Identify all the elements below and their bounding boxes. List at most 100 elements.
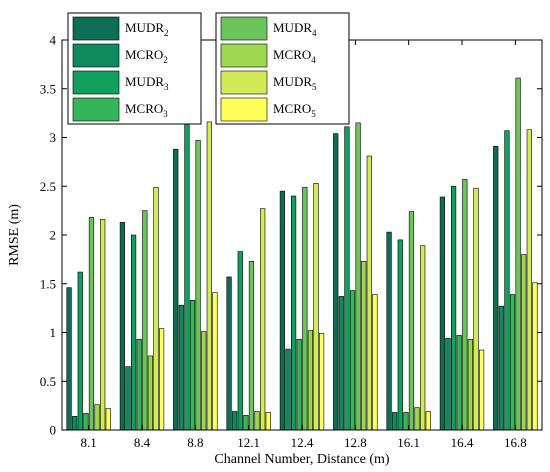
bar-mcro2-16.1 (392, 412, 398, 431)
bar-mudr5-12.4 (313, 183, 319, 431)
bar-mudr3-16.8 (504, 130, 510, 431)
bar-mcro3-8.8 (189, 300, 196, 431)
x-tick-label: 16.4 (451, 435, 474, 450)
bar-mcro5-16.4 (478, 349, 485, 431)
bar-mudr5-16.8 (526, 129, 532, 431)
legend-swatch-mcro3 (72, 97, 120, 122)
bar-mcro3-8.4 (136, 339, 142, 431)
bar-mudr4-12.4 (302, 186, 308, 431)
bar-mudr5-12.1 (260, 208, 266, 431)
bar-mcro4-12.1 (254, 411, 260, 431)
y-tick-label: 3.5 (40, 81, 56, 96)
bar-mudr3-12.4 (290, 195, 297, 431)
bar-mcro5-8.1 (105, 408, 111, 431)
y-tick-label: 1 (50, 325, 57, 340)
bar-mcro4-16.8 (521, 254, 527, 431)
bar-mudr2-8.8 (173, 148, 179, 431)
bar-mudr2-16.4 (439, 196, 446, 431)
bar-mcro5-12.1 (265, 412, 271, 431)
x-tick-label: 16.8 (504, 435, 527, 450)
legend-label-mudr2: MUDR2 (125, 20, 169, 38)
x-tick-label: 8.4 (134, 435, 151, 450)
bar-mcro3-12.1 (243, 415, 249, 431)
bar-mcro4-12.8 (361, 261, 367, 431)
legend-label-mudr4: MUDR4 (273, 20, 317, 38)
bar-mudr4-8.4 (142, 210, 148, 431)
legend-label-mcro3: MCRO3 (125, 101, 168, 119)
y-axis-label: RMSE (m) (7, 204, 22, 266)
legend-label-mcro5: MCRO5 (273, 101, 316, 119)
y-tick-label: 3 (50, 130, 57, 145)
y-tick-label: 2 (50, 228, 57, 243)
x-tick-label: 16.1 (397, 435, 420, 450)
bar-mcro3-12.4 (296, 339, 302, 431)
legend-box-1: MUDR2 MCRO2 MUDR3 MCRO3 (67, 12, 202, 125)
bar-mudr5-16.1 (420, 245, 426, 431)
legend-swatch-mcro2 (72, 43, 120, 68)
bar-mudr3-8.4 (131, 234, 137, 431)
bar-mudr3-12.1 (237, 251, 243, 431)
bar-mudr2-8.4 (119, 222, 125, 431)
bar-mudr5-16.4 (473, 187, 479, 431)
bar-mudr5-8.4 (153, 186, 159, 431)
bar-mudr4-8.8 (195, 140, 201, 431)
legend-label-mcro2: MCRO2 (125, 47, 168, 65)
bar-mudr2-8.1 (66, 287, 72, 431)
bar-mudr4-16.4 (462, 179, 468, 431)
bar-mudr3-12.8 (344, 126, 350, 431)
bar-mcro3-16.4 (456, 335, 462, 431)
bar-mudr4-8.1 (88, 217, 95, 431)
bar-mcro4-16.4 (467, 339, 474, 431)
bar-mudr4-16.1 (408, 211, 415, 431)
x-tick-label: 12.8 (344, 435, 367, 450)
bar-mudr5-8.8 (206, 121, 212, 431)
bar-mcro2-16.8 (498, 305, 504, 431)
x-tick-label: 8.8 (187, 435, 203, 450)
y-tick-label: 0 (50, 423, 57, 438)
x-tick-label: 12.1 (237, 435, 260, 450)
bar-mudr2-12.4 (279, 190, 286, 431)
y-tick-label: 2.5 (40, 179, 56, 194)
bar-mcro3-16.1 (403, 412, 409, 431)
x-axis: 8.1 8.4 8.8 12.1 12.4 12.8 16.1 16.4 16.8 (81, 40, 527, 450)
legend-swatch-mudr3 (72, 70, 120, 95)
bar-mudr4-12.8 (355, 122, 361, 431)
y-tick-label: 0.5 (40, 374, 56, 389)
legend-label-mcro4: MCRO4 (273, 47, 316, 65)
x-tick-label: 8.1 (81, 435, 97, 450)
bar-mudr3-8.8 (184, 113, 190, 431)
bar-mcro4-8.4 (147, 355, 154, 431)
bar-mcro2-12.1 (232, 411, 238, 431)
bar-mcro2-12.4 (285, 348, 291, 431)
bar-mudr2-12.1 (226, 276, 232, 431)
bar-mudr5-12.8 (366, 155, 372, 431)
bar-mcro4-8.8 (201, 331, 207, 431)
legend-swatch-mudr4 (220, 16, 268, 41)
bar-mcro2-16.4 (445, 338, 451, 431)
bar-mcro4-12.4 (307, 330, 314, 431)
legend-box-2: MUDR4 MCRO4 MUDR5 MCRO5 (215, 12, 350, 125)
y-axis: 0 0.5 1 1.5 2 2.5 3 3.5 4 (40, 33, 542, 438)
y-tick-label: 4 (50, 33, 57, 48)
legend-swatch-mudr5 (220, 70, 268, 95)
legends: MUDR2 MCRO2 MUDR3 MCRO3 MUDR4 MCRO4 MUDR5 MCRO5 (67, 12, 350, 125)
bar-mcro5-16.1 (425, 411, 431, 431)
legend-label-mudr3: MUDR3 (125, 74, 169, 92)
bar-mcro2-12.8 (338, 296, 344, 431)
bar-mudr2-16.1 (386, 231, 392, 431)
legend-swatch-mcro5 (220, 97, 268, 122)
legend-swatch-mudr2 (72, 16, 120, 41)
bar-mcro3-12.8 (349, 290, 356, 431)
x-tick-label: 12.4 (291, 435, 314, 450)
y-tick-label: 1.5 (40, 276, 56, 291)
bar-mcro5-12.8 (372, 294, 378, 431)
bar-mcro4-8.1 (94, 404, 100, 431)
bar-mcro5-8.4 (159, 328, 165, 431)
bar-mcro2-8.4 (125, 366, 131, 431)
bar-mcro2-8.1 (72, 416, 78, 431)
legend-swatch-mcro4 (220, 43, 268, 68)
x-axis-label: Channel Number, Distance (m) (214, 452, 390, 467)
bar-mudr4-12.1 (248, 261, 255, 431)
bar-mcro5-12.4 (318, 333, 325, 431)
